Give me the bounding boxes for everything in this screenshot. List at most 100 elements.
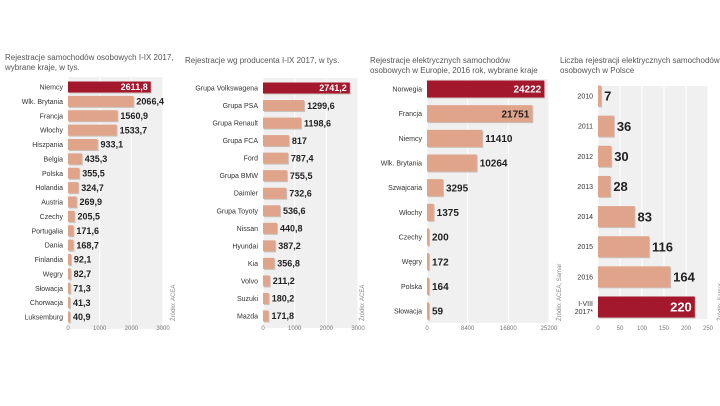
bar — [68, 254, 71, 265]
bar — [263, 310, 269, 322]
data-label: 24222 — [513, 85, 541, 96]
x-tick-label: 8400 — [461, 326, 475, 332]
bar — [68, 268, 71, 280]
bar — [598, 145, 612, 167]
data-label: 171,6 — [76, 226, 99, 236]
bar — [68, 167, 80, 179]
bar — [427, 129, 483, 147]
data-label: 817 — [292, 136, 307, 146]
x-tick-label: 2000 — [125, 326, 139, 332]
category-label: Hyundai — [232, 243, 258, 250]
category-label: Dania — [45, 243, 63, 250]
category-label: Czechy — [40, 214, 64, 221]
chart-title: Rejestracje elektrycznych samochodów oso… — [370, 56, 538, 75]
bar — [427, 80, 545, 98]
category-label: Austria — [41, 200, 63, 207]
bar — [68, 182, 79, 194]
category-label: Czechy — [399, 235, 423, 242]
data-label: 355,5 — [82, 168, 105, 178]
category-label: Suzuki — [237, 296, 258, 303]
source-note: Źródło: ACEA — [171, 284, 177, 321]
data-label: 732,6 — [289, 188, 312, 198]
category-label: 2017* — [575, 309, 594, 316]
category-label: 2012 — [577, 154, 593, 161]
data-label: 40,9 — [73, 312, 91, 322]
data-label: 21751 — [501, 109, 529, 120]
category-label: Mazda — [237, 314, 258, 321]
bar — [427, 302, 429, 320]
data-label: 92,1 — [74, 255, 92, 265]
bar — [427, 228, 429, 246]
data-label: 387,2 — [278, 241, 301, 251]
bar — [263, 82, 350, 94]
bar — [263, 257, 275, 269]
category-label: Norwegia — [392, 87, 422, 94]
category-label: Grupa Renault — [212, 121, 258, 128]
category-label: 2015 — [577, 244, 593, 251]
data-label: 324,7 — [81, 183, 104, 193]
category-label: 2013 — [577, 184, 593, 191]
x-tick-label: 2000 — [320, 326, 334, 332]
category-label: Ford — [244, 156, 259, 163]
category-label: Wlk. Brytania — [22, 99, 63, 106]
category-label: Niemcy — [399, 136, 423, 143]
x-tick-label: 16800 — [500, 326, 517, 332]
data-label: 82,7 — [74, 269, 92, 279]
category-label: Polska — [42, 171, 63, 178]
bar — [598, 175, 611, 197]
x-tick-label: 0 — [261, 326, 265, 332]
bar — [427, 105, 533, 123]
bar — [427, 277, 429, 295]
bar — [598, 85, 602, 107]
category-label: Belgia — [44, 156, 64, 163]
bar — [68, 124, 117, 136]
bar — [598, 236, 650, 258]
data-label: 440,8 — [280, 224, 303, 234]
data-label: 220 — [670, 300, 692, 315]
bar — [68, 153, 82, 165]
source-note: Źródło: ACEA — [360, 284, 366, 321]
x-tick-label: 250 — [703, 326, 714, 332]
bar — [68, 110, 118, 122]
data-label: 1299,6 — [307, 101, 335, 111]
data-label: 1198,6 — [304, 118, 331, 128]
bar — [263, 187, 287, 199]
data-label: 168,7 — [76, 240, 99, 250]
bar — [263, 222, 277, 234]
data-label: 7 — [604, 89, 611, 104]
bar — [68, 239, 74, 251]
category-label: Włochy — [40, 128, 63, 135]
x-tick-label: 1000 — [93, 326, 107, 332]
x-tick-label: 1000 — [288, 326, 302, 332]
data-label: 200 — [432, 233, 449, 244]
category-label: Francja — [399, 111, 422, 118]
category-label: Grupa Toyoty — [216, 208, 258, 215]
data-label: 180,2 — [272, 294, 295, 304]
category-label: Grupa BMW — [219, 173, 258, 180]
bar — [68, 81, 151, 93]
category-label: Słowacja — [35, 286, 63, 293]
data-label: 164 — [673, 270, 695, 285]
data-label: 71,3 — [73, 283, 91, 293]
data-label: 933,1 — [101, 140, 124, 150]
bar — [68, 282, 71, 294]
bar — [68, 210, 75, 222]
data-label: 2741,2 — [319, 83, 347, 93]
bar — [68, 311, 70, 323]
x-tick-label: 3000 — [351, 326, 365, 332]
category-label: Finlandia — [35, 257, 64, 264]
bar — [68, 225, 74, 237]
category-label: 2010 — [577, 94, 593, 101]
bar — [263, 275, 270, 287]
data-label: 30 — [614, 149, 628, 164]
category-label: Szwajcaria — [388, 185, 422, 192]
data-label: 1560,9 — [120, 111, 148, 121]
category-label: Niemcy — [40, 85, 64, 92]
data-label: 755,5 — [290, 171, 313, 181]
data-label: 59 — [432, 307, 444, 318]
data-label: 536,6 — [283, 206, 306, 216]
category-label: Węgry — [43, 271, 64, 278]
category-label: 2014 — [577, 214, 593, 221]
